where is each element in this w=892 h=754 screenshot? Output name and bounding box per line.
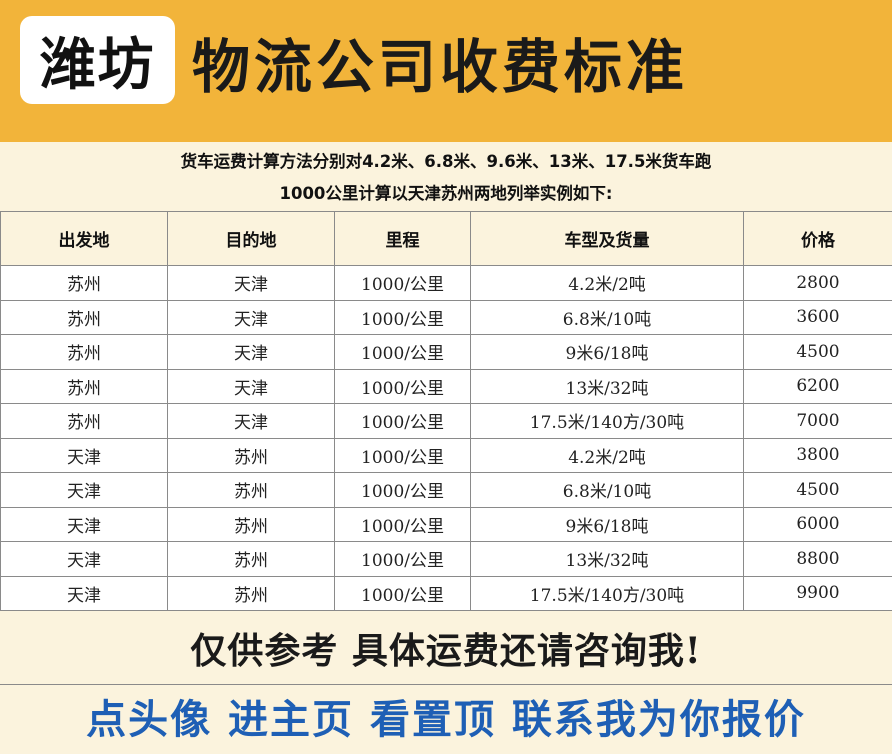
cell-destination: 天津 — [168, 404, 335, 439]
cell-origin: 天津 — [1, 542, 168, 577]
header-price: 价格 — [744, 212, 892, 266]
cell-vehicle-load: 6.8米/10吨 — [471, 300, 744, 335]
cell-distance: 1000/公里 — [335, 542, 471, 577]
table-header-row: 出发地 目的地 里程 车型及货量 价格 — [1, 212, 892, 266]
disclaimer-note: 仅供参考 具体运费还请咨询我! — [0, 612, 892, 685]
header-destination: 目的地 — [168, 212, 335, 266]
cell-distance: 1000/公里 — [335, 507, 471, 542]
header-distance: 里程 — [335, 212, 471, 266]
cell-origin: 天津 — [1, 438, 168, 473]
cell-origin: 苏州 — [1, 300, 168, 335]
cell-price: 8800 — [744, 542, 892, 577]
cell-vehicle-load: 13米/32吨 — [471, 369, 744, 404]
cell-origin: 天津 — [1, 473, 168, 508]
cell-distance: 1000/公里 — [335, 300, 471, 335]
header-banner: 潍坊 物流公司收费标准 — [0, 0, 892, 142]
cell-vehicle-load: 17.5米/140方/30吨 — [471, 576, 744, 611]
cell-destination: 苏州 — [168, 473, 335, 508]
cell-vehicle-load: 9米6/18吨 — [471, 335, 744, 370]
cell-origin: 苏州 — [1, 404, 168, 439]
cell-price: 6200 — [744, 369, 892, 404]
cell-price: 4500 — [744, 335, 892, 370]
cell-price: 3800 — [744, 438, 892, 473]
cell-origin: 苏州 — [1, 266, 168, 301]
description-line-2: 1000公里计算以天津苏州两地列举实例如下: — [0, 180, 892, 204]
cell-distance: 1000/公里 — [335, 576, 471, 611]
cell-distance: 1000/公里 — [335, 335, 471, 370]
cell-price: 9900 — [744, 576, 892, 611]
page-title: 物流公司收费标准 — [192, 22, 688, 112]
cell-vehicle-load: 4.2米/2吨 — [471, 266, 744, 301]
cell-destination: 天津 — [168, 266, 335, 301]
cell-distance: 1000/公里 — [335, 369, 471, 404]
cell-vehicle-load: 6.8米/10吨 — [471, 473, 744, 508]
cell-destination: 苏州 — [168, 542, 335, 577]
cell-vehicle-load: 17.5米/140方/30吨 — [471, 404, 744, 439]
cell-vehicle-load: 9米6/18吨 — [471, 507, 744, 542]
cell-vehicle-load: 4.2米/2吨 — [471, 438, 744, 473]
description-line-1: 货车运费计算方法分别对4.2米、6.8米、9.6米、13米、17.5米货车跑 — [0, 148, 892, 172]
cell-distance: 1000/公里 — [335, 266, 471, 301]
cell-price: 2800 — [744, 266, 892, 301]
city-badge: 潍坊 — [20, 16, 175, 104]
cell-distance: 1000/公里 — [335, 473, 471, 508]
cell-distance: 1000/公里 — [335, 404, 471, 439]
cell-distance: 1000/公里 — [335, 438, 471, 473]
cell-origin: 苏州 — [1, 369, 168, 404]
cell-origin: 天津 — [1, 576, 168, 611]
cell-destination: 苏州 — [168, 438, 335, 473]
cell-price: 3600 — [744, 300, 892, 335]
cell-price: 6000 — [744, 507, 892, 542]
cell-destination: 苏州 — [168, 507, 335, 542]
cell-origin: 苏州 — [1, 335, 168, 370]
cell-destination: 苏州 — [168, 576, 335, 611]
cell-vehicle-load: 13米/32吨 — [471, 542, 744, 577]
header-vehicle-load: 车型及货量 — [471, 212, 744, 266]
cell-price: 7000 — [744, 404, 892, 439]
cell-destination: 天津 — [168, 335, 335, 370]
header-origin: 出发地 — [1, 212, 168, 266]
cell-destination: 天津 — [168, 369, 335, 404]
cell-destination: 天津 — [168, 300, 335, 335]
cell-price: 4500 — [744, 473, 892, 508]
contact-cta: 点头像 进主页 看置顶 联系我为你报价 — [0, 686, 892, 746]
cell-origin: 天津 — [1, 507, 168, 542]
